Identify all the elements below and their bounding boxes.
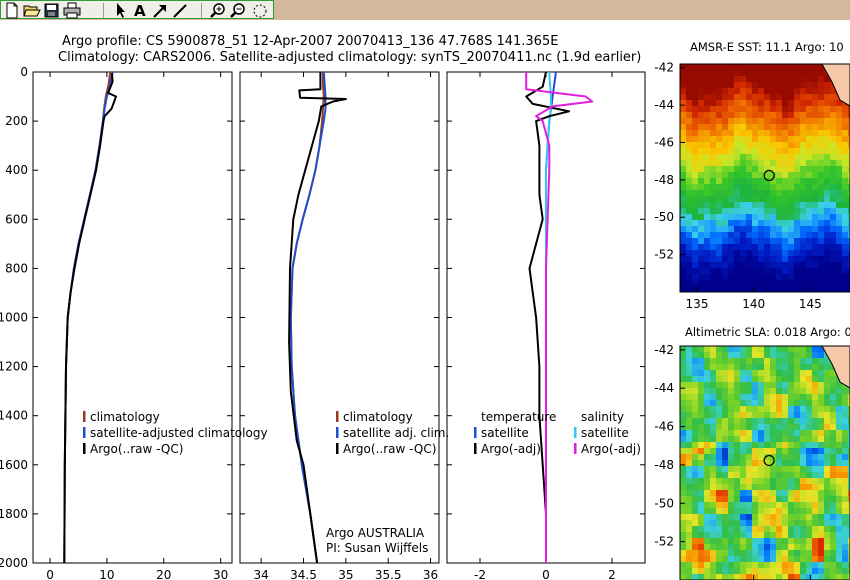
new-file-icon[interactable]	[3, 2, 21, 19]
series-line	[288, 72, 347, 564]
x-tick-label: -2	[474, 568, 486, 580]
map-y-tick-label: -46	[654, 420, 674, 434]
map-y-tick-label: -50	[654, 210, 674, 224]
svg-text:A: A	[134, 2, 146, 19]
map-y-tick-label: -52	[654, 535, 674, 549]
text-tool-icon[interactable]: A	[131, 2, 149, 19]
x-tick-label: 35	[338, 568, 353, 580]
open-folder-icon[interactable]	[23, 2, 41, 19]
profile-title: Argo profile: CS 5900878_51 12-Apr-2007 …	[62, 34, 559, 49]
map-y-tick-label: -44	[654, 381, 674, 395]
series-line	[525, 71, 571, 563]
legend-swatch	[574, 427, 577, 438]
y-tick-label: 1600	[0, 458, 28, 472]
legend-swatch	[83, 443, 86, 454]
sla-map-raster	[680, 346, 850, 580]
legend-label: climatology	[90, 410, 160, 424]
zoom-out-icon[interactable]	[229, 2, 247, 19]
credit-line-2: PI: Susan Wijffels	[326, 541, 428, 555]
select-arrow-icon[interactable]	[111, 2, 129, 19]
argo-float-marker	[763, 169, 775, 182]
y-tick-label: 800	[5, 261, 28, 275]
sst-map-raster	[680, 64, 850, 293]
credit-line-1: Argo AUSTRALIA	[326, 526, 425, 540]
argo-float-marker	[763, 454, 775, 467]
climatology-subtitle: Climatology: CARS2006. Satellite-adjuste…	[58, 50, 642, 65]
sla-map-title: Altimetric SLA: 0.018 Argo: 0.	[685, 325, 850, 339]
legend-label: satellite	[481, 426, 529, 440]
toolbar-separator	[103, 3, 104, 18]
save-disk-icon[interactable]	[43, 2, 61, 19]
map-y-tick-label: -48	[654, 458, 674, 472]
y-tick-label: 1400	[0, 409, 28, 423]
legend-swatch	[474, 427, 477, 438]
zoom-in-icon[interactable]	[209, 2, 227, 19]
x-tick-label: 10	[99, 568, 114, 580]
map-x-tick-label: 140	[742, 297, 765, 311]
x-tick-label: 34	[254, 568, 269, 580]
map-x-tick-label: 135	[686, 297, 709, 311]
legend-swatch	[83, 427, 86, 438]
legend-label: satellite	[581, 426, 629, 440]
y-tick-label: 200	[5, 114, 28, 128]
y-tick-label: 1000	[0, 311, 28, 325]
print-icon[interactable]	[63, 2, 81, 19]
legend-label: Argo(..raw -QC)	[343, 442, 436, 456]
toolbar: A	[0, 0, 850, 20]
y-tick-label: 400	[5, 163, 28, 177]
panel-frame-temperature	[32, 71, 233, 564]
line-tool-icon[interactable]	[171, 2, 189, 19]
y-tick-label: 2000	[0, 556, 28, 570]
x-tick-label: 36	[423, 568, 438, 580]
legend-label: Argo(..raw -QC)	[90, 442, 183, 456]
y-tick-label: 1200	[0, 360, 28, 374]
x-tick-label: 2	[608, 568, 616, 580]
legend-label: satellite-adjusted climatology	[90, 426, 268, 440]
legend-swatch	[336, 443, 339, 454]
map-y-tick-label: -50	[654, 496, 674, 510]
legend-label: climatology	[343, 410, 413, 424]
y-tick-label: 1800	[0, 507, 28, 521]
map-x-tick-label: 145	[799, 297, 822, 311]
rotate-icon[interactable]	[251, 2, 269, 19]
panel-frame-salinity	[239, 71, 440, 564]
toolbar-separator	[201, 3, 202, 18]
x-tick-label: 34.5	[290, 568, 317, 580]
sla-map-frame	[679, 345, 850, 580]
legend-label: salinity	[581, 410, 624, 424]
tool-group: A	[0, 0, 274, 19]
map-y-tick-label: -46	[654, 135, 674, 149]
series-line	[525, 72, 594, 563]
legend-swatch	[336, 411, 339, 422]
map-y-tick-label: -44	[654, 98, 674, 112]
x-tick-label: 20	[156, 568, 171, 580]
series-line	[63, 73, 117, 564]
sst-map-title: AMSR-E SST: 11.1 Argo: 10	[690, 40, 844, 54]
legend-label: temperature	[481, 410, 556, 424]
legend-label: Argo(-adj)	[581, 442, 641, 456]
legend-swatch	[474, 443, 477, 454]
x-tick-label: 35.5	[375, 568, 402, 580]
legend-swatch	[336, 427, 339, 438]
legend-swatch	[83, 411, 86, 422]
x-tick-label: 0	[46, 568, 54, 580]
legend-label: Argo(-adj)	[481, 442, 541, 456]
sst-map-frame	[679, 63, 850, 293]
map-y-tick-label: -42	[654, 343, 674, 357]
x-tick-label: 30	[213, 568, 228, 580]
x-tick-label: 0	[542, 568, 550, 580]
legend-swatch	[574, 443, 577, 454]
y-tick-label: 0	[20, 65, 28, 79]
map-y-tick-label: -52	[654, 248, 674, 262]
y-tick-label: 600	[5, 212, 28, 226]
legend-label: satellite adj. clim.	[343, 426, 449, 440]
map-y-tick-label: -42	[654, 61, 674, 75]
arrow-tool-icon[interactable]	[151, 2, 169, 19]
map-y-tick-label: -48	[654, 173, 674, 187]
